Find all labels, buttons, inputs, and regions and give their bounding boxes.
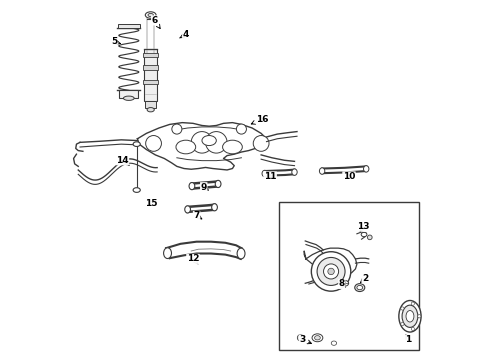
Ellipse shape bbox=[191, 132, 213, 153]
Text: 10: 10 bbox=[343, 172, 355, 181]
Text: 8: 8 bbox=[339, 279, 345, 288]
Text: 9: 9 bbox=[200, 183, 208, 192]
Ellipse shape bbox=[123, 96, 134, 100]
Ellipse shape bbox=[148, 13, 153, 17]
Bar bbox=[143, 80, 158, 84]
Text: 11: 11 bbox=[264, 172, 276, 181]
Text: 16: 16 bbox=[251, 114, 269, 124]
Ellipse shape bbox=[212, 204, 218, 211]
Ellipse shape bbox=[355, 284, 365, 292]
Ellipse shape bbox=[406, 311, 414, 322]
Ellipse shape bbox=[368, 235, 372, 240]
Bar bbox=[143, 65, 158, 69]
Bar bbox=[118, 24, 140, 28]
Ellipse shape bbox=[401, 307, 404, 310]
Ellipse shape bbox=[237, 248, 245, 259]
Ellipse shape bbox=[292, 169, 297, 175]
Ellipse shape bbox=[328, 268, 334, 275]
Bar bbox=[279, 202, 419, 350]
Ellipse shape bbox=[315, 336, 320, 340]
Ellipse shape bbox=[323, 264, 339, 279]
Text: 15: 15 bbox=[146, 199, 158, 208]
Ellipse shape bbox=[133, 142, 140, 147]
Ellipse shape bbox=[189, 183, 195, 190]
Bar bbox=[143, 53, 158, 57]
Text: 12: 12 bbox=[187, 255, 199, 264]
Text: 6: 6 bbox=[151, 16, 160, 28]
Ellipse shape bbox=[297, 334, 304, 341]
Ellipse shape bbox=[202, 135, 216, 145]
Text: 1: 1 bbox=[405, 334, 411, 344]
Ellipse shape bbox=[205, 132, 227, 153]
Ellipse shape bbox=[312, 334, 323, 342]
Ellipse shape bbox=[146, 12, 156, 18]
Text: 3: 3 bbox=[299, 335, 312, 344]
Text: 4: 4 bbox=[180, 30, 189, 39]
Ellipse shape bbox=[341, 280, 349, 286]
Ellipse shape bbox=[176, 140, 196, 154]
Text: 13: 13 bbox=[357, 222, 369, 232]
Ellipse shape bbox=[357, 285, 363, 290]
Ellipse shape bbox=[133, 188, 140, 192]
Text: 5: 5 bbox=[111, 37, 121, 46]
Text: 14: 14 bbox=[116, 156, 129, 165]
Ellipse shape bbox=[411, 327, 415, 330]
Ellipse shape bbox=[164, 248, 171, 258]
Ellipse shape bbox=[417, 315, 421, 318]
Ellipse shape bbox=[215, 180, 221, 188]
Ellipse shape bbox=[401, 323, 404, 326]
Ellipse shape bbox=[146, 135, 161, 151]
Text: 7: 7 bbox=[194, 211, 202, 220]
Bar bbox=[145, 101, 156, 108]
Ellipse shape bbox=[262, 170, 268, 177]
Ellipse shape bbox=[147, 108, 154, 112]
Ellipse shape bbox=[253, 135, 269, 151]
Ellipse shape bbox=[172, 124, 182, 134]
Bar bbox=[120, 90, 138, 98]
Ellipse shape bbox=[331, 341, 337, 345]
Ellipse shape bbox=[222, 140, 243, 154]
Text: 2: 2 bbox=[361, 274, 368, 283]
Ellipse shape bbox=[364, 166, 369, 172]
Ellipse shape bbox=[317, 257, 345, 285]
Ellipse shape bbox=[411, 302, 415, 305]
Bar bbox=[144, 49, 157, 101]
Ellipse shape bbox=[402, 305, 418, 327]
Ellipse shape bbox=[399, 301, 421, 332]
Ellipse shape bbox=[236, 124, 246, 134]
Ellipse shape bbox=[311, 252, 351, 291]
Ellipse shape bbox=[185, 206, 191, 213]
Ellipse shape bbox=[361, 232, 367, 237]
Ellipse shape bbox=[319, 168, 325, 174]
